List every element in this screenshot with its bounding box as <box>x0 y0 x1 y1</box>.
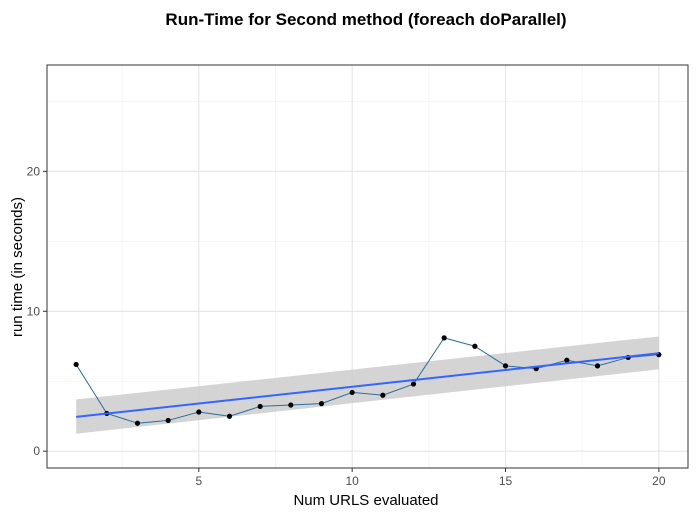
data-point <box>257 403 263 410</box>
x-tick-label: 15 <box>499 474 513 488</box>
y-axis-ticks: 0 10 20 <box>27 164 47 458</box>
data-point <box>410 381 417 387</box>
data-point <box>564 357 570 363</box>
data-point <box>196 409 202 415</box>
data-point <box>502 363 509 369</box>
data-point <box>349 389 355 396</box>
chart-title: Run-Time for Second method (foreach doPa… <box>165 10 566 29</box>
plot-panel-border <box>46 64 689 469</box>
x-axis-label: Num URLS evaluated <box>293 492 438 509</box>
series-layer <box>75 337 659 424</box>
trend-line-layer <box>76 352 659 418</box>
data-point <box>380 392 386 398</box>
y-tick-label: 0 <box>33 444 40 458</box>
data-point <box>134 420 141 426</box>
y-tick-label: 20 <box>27 164 41 178</box>
data-point <box>441 335 447 341</box>
x-tick-label: 10 <box>345 474 359 488</box>
data-point <box>472 343 478 349</box>
data-point <box>594 363 601 369</box>
series-line <box>75 337 659 424</box>
data-point <box>165 417 171 424</box>
x-tick-label: 5 <box>195 474 202 488</box>
trend-line <box>76 352 659 418</box>
data-point <box>73 361 79 368</box>
data-point <box>226 413 233 419</box>
x-tick-label: 20 <box>652 474 666 488</box>
data-point <box>288 402 294 408</box>
y-axis-label: run time (in seconds) <box>9 197 26 337</box>
x-axis-ticks: 5 10 15 20 <box>195 468 666 488</box>
data-point <box>318 401 325 407</box>
y-tick-label: 10 <box>27 304 41 318</box>
